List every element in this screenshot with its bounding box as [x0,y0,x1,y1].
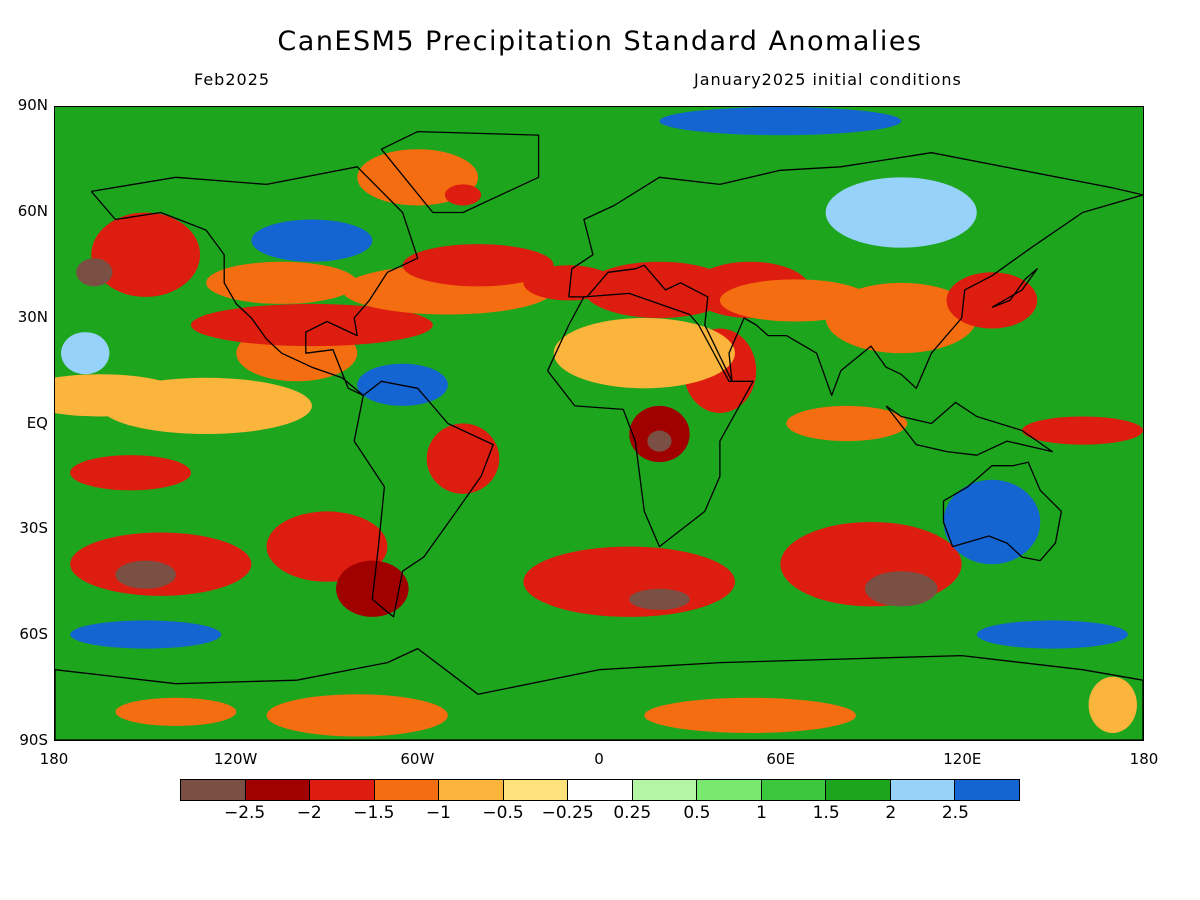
anomaly-region-28 [336,560,409,617]
lat-tick-label: 90S [19,731,48,749]
anomaly-region-29 [523,546,735,617]
colorbar-label: −1.5 [353,803,395,823]
lon-tick-label: 60W [400,750,435,768]
colorbar-swatch-12 [955,780,1019,800]
lon-tick-label: 0 [594,750,604,768]
anomaly-region-34 [115,697,237,726]
colorbar-swatch-4 [439,780,504,800]
colorbar-label: 0.25 [613,803,652,823]
coastline-1 [353,380,494,618]
colorbar-swatch-11 [890,780,956,800]
colorbar-label: 2.5 [941,803,969,823]
coastline-3 [568,152,1143,397]
lat-tick-label: EQ [26,413,48,432]
anomaly-region-32 [864,571,938,607]
chart-title: CanESM5 Precipitation Standard Anomalies [277,26,923,57]
anomaly-region-36 [1088,676,1137,733]
colorbar-swatch-10 [826,780,891,800]
anomaly-region-37 [251,219,373,262]
lat-tick-label: 30S [19,519,48,538]
lat-tick-label: 90N [17,96,48,114]
colorbar-swatch-1 [245,780,311,800]
lat-tick-label: 60S [19,625,48,644]
lon-tick-label: 120E [943,750,982,768]
colorbar [180,779,1020,801]
coastline-2 [547,292,754,548]
colorbar-swatch-9 [761,780,827,800]
colorbar-label: 0.5 [683,803,711,823]
colorbar-swatch-8 [697,780,762,800]
colorbar-swatch-0 [181,780,246,800]
coastline-0 [90,166,419,397]
colorbar-label: 1.5 [812,803,840,823]
anomaly-region-35 [644,697,856,733]
lon-tick-label: 180 [1129,750,1159,768]
anomaly-region-42 [70,620,222,649]
anomaly-region-19 [553,318,735,389]
anomaly-region-22 [786,405,908,442]
anomaly-region-11 [444,184,482,206]
anomaly-region-7 [191,303,433,347]
coastline-8 [991,268,1038,309]
forecast-month-label: Feb2025 [194,70,271,89]
colorbar-label: −2.5 [223,803,266,823]
lon-tick-label: 60E [766,750,795,768]
anomaly-region-6 [206,261,358,304]
colorbar-label: −1 [425,803,451,823]
anomaly-region-4 [91,212,201,297]
anomaly-region-26 [115,560,176,589]
lat-tick-label: 30N [17,307,48,326]
colorbar-label: −0.5 [482,803,524,823]
anomaly-region-17 [825,282,977,354]
coastline-7 [885,401,1053,456]
anomaly-region-41 [659,107,902,136]
anomaly-region-9 [402,244,554,287]
colorbar-label: 2 [885,803,897,823]
anomaly-map-canvas [55,107,1143,740]
coastline-4 [942,461,1063,562]
colorbar-swatch-3 [374,780,440,800]
anomaly-map [54,106,1144,741]
coastline-5 [380,130,540,214]
anomaly-region-2 [70,455,191,491]
anomaly-region-5 [76,258,113,287]
colorbar-swatch-7 [632,780,698,800]
anomaly-region-40 [825,177,977,248]
anomaly-region-43 [976,620,1128,649]
colorbar-label: −2 [296,803,322,823]
coastline-6 [55,647,1143,740]
colorbar-swatch-5 [503,780,569,800]
colorbar-swatch-2 [310,780,375,800]
lon-tick-label: 120W [213,750,258,768]
anomaly-region-18 [946,272,1038,329]
colorbar-label: −0.25 [541,803,594,823]
colorbar-swatch-6 [568,780,633,800]
anomaly-region-30 [629,588,690,610]
anomaly-region-33 [266,694,448,737]
anomaly-region-23 [1022,416,1143,445]
anomaly-region-1 [100,377,312,435]
anomaly-region-21 [647,430,672,452]
anomaly-region-44 [61,332,110,375]
initial-conditions-label: January2025 initial conditions [694,70,962,89]
lat-tick-label: 60N [17,201,48,220]
colorbar-label: 1 [756,803,767,823]
anomaly-region-39 [943,479,1041,565]
anomaly-region-13 [583,261,735,318]
lon-tick-label: 180 [39,750,69,768]
